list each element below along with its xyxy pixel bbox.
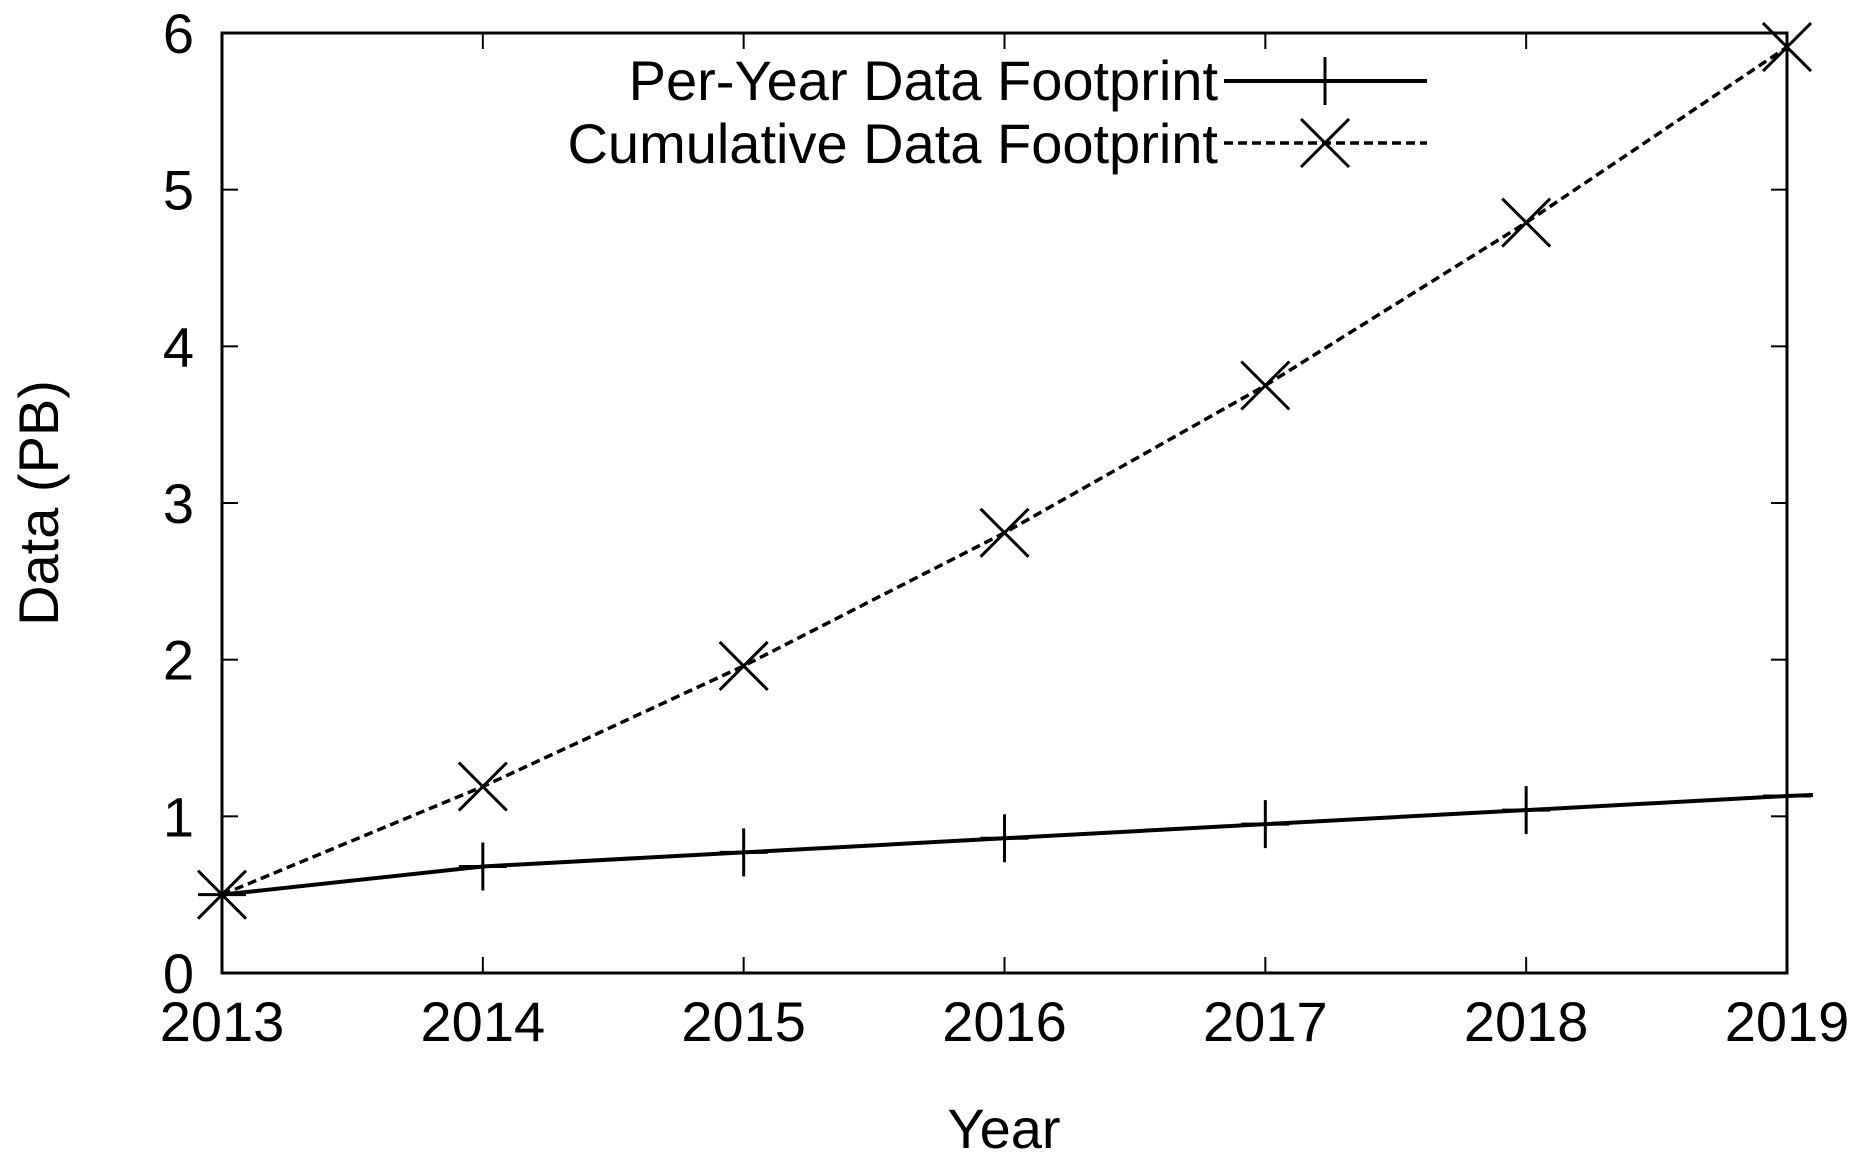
legend-label-per-year: Per-Year Data Footprint — [629, 49, 1219, 112]
data-point — [718, 640, 769, 691]
series-per-year — [198, 771, 1814, 919]
data-point — [458, 842, 507, 891]
data-point — [457, 761, 508, 812]
data-point — [1501, 197, 1552, 248]
y-tick-label: 5 — [163, 159, 194, 222]
data-point — [979, 507, 1030, 558]
data-point — [1763, 771, 1811, 820]
x-tick-label: 2017 — [1203, 990, 1328, 1053]
x-tick-label: 2013 — [160, 990, 285, 1053]
y-tick-label: 2 — [163, 629, 194, 692]
series-cumulative — [196, 22, 1813, 920]
x-tick-label: 2015 — [681, 990, 806, 1053]
y-axis-label: Data (PB) — [7, 380, 70, 626]
x-tick-label: 2016 — [942, 990, 1067, 1053]
y-tick-label: 4 — [163, 315, 194, 378]
legend: Per-Year Data Footprint Cumulative Data … — [567, 49, 1427, 175]
x-axis-label: Year — [947, 1097, 1060, 1160]
data-point — [1761, 22, 1813, 73]
legend-marker — [1299, 117, 1351, 169]
data-point — [1502, 786, 1551, 835]
x-tick-label: 2018 — [1464, 990, 1589, 1053]
x-tick-label: 2014 — [421, 990, 546, 1053]
series-line — [221, 792, 1814, 897]
y-tick-label: 1 — [163, 785, 194, 848]
data-point — [1240, 360, 1291, 411]
y-tick-label: 6 — [163, 2, 194, 65]
y-tick-label: 3 — [163, 472, 194, 535]
data-point — [980, 814, 1029, 863]
data-point — [196, 869, 248, 920]
legend-label-cumulative: Cumulative Data Footprint — [567, 112, 1218, 175]
data-point — [719, 828, 768, 877]
x-tick-label: 2019 — [1725, 990, 1850, 1053]
y-tick-label: 0 — [163, 942, 194, 1005]
data-point — [1241, 800, 1290, 849]
legend-marker — [1301, 57, 1349, 105]
